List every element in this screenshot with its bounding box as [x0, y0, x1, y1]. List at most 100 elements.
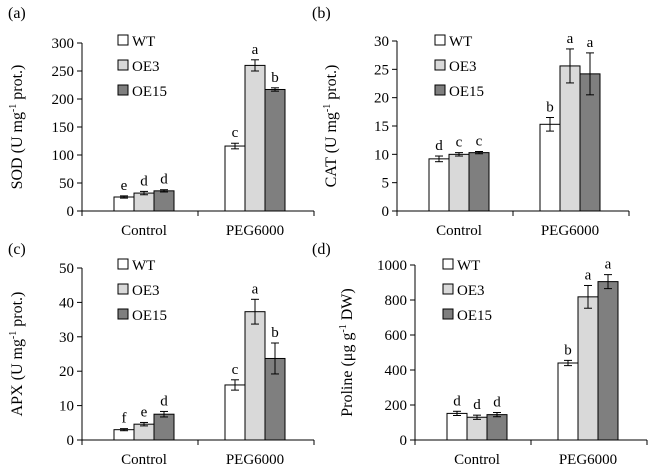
panel-label: (a): [8, 5, 26, 22]
panel-label: (c): [8, 241, 26, 258]
y-tick-label: 20: [374, 91, 389, 107]
legend-swatch-oe15: [117, 84, 129, 96]
legend-swatch-wt: [434, 34, 446, 46]
significance-letter: d: [493, 395, 501, 411]
significance-letter: c: [232, 125, 239, 141]
bar-wt: [113, 429, 135, 441]
bar-oe3: [577, 296, 599, 441]
y-tick-label: 25: [374, 62, 389, 78]
y-tick-label: 200: [385, 398, 408, 414]
legend-swatch-wt: [117, 258, 129, 270]
y-tick-label: 1000: [377, 258, 407, 274]
bar-wt: [224, 145, 246, 212]
y-tick-label: 800: [385, 293, 408, 309]
y-tick-label: 50: [59, 261, 74, 277]
bar-wt: [224, 384, 246, 441]
y-tick-label: 50: [59, 176, 74, 192]
significance-letter: c: [456, 135, 463, 151]
y-tick-label: 15: [374, 119, 389, 135]
bar-wt: [539, 123, 561, 212]
y-tick-label: 40: [59, 295, 74, 311]
legend-label: OE3: [449, 59, 477, 75]
x-category-label: PEG6000: [541, 223, 599, 239]
significance-letter: d: [140, 173, 148, 189]
bar-oe15: [153, 190, 175, 212]
significance-letter: a: [585, 267, 592, 283]
significance-letter: b: [271, 70, 279, 86]
y-tick-label: 400: [385, 363, 408, 379]
significance-letter: a: [567, 31, 574, 47]
legend-label: WT: [457, 258, 480, 274]
significance-letter: d: [453, 393, 461, 409]
y-tick-label: 0: [382, 204, 390, 220]
legend-swatch-oe15: [434, 84, 446, 96]
legend-label: WT: [132, 258, 155, 274]
bar-wt: [113, 196, 135, 212]
bar-oe3: [244, 311, 266, 441]
x-category-label: Control: [121, 452, 167, 468]
y-tick-label: 0: [67, 433, 75, 449]
legend-label: OE15: [449, 84, 484, 100]
bar-wt: [428, 158, 450, 212]
y-axis-label: SOD (U mg-1 prot.): [8, 65, 26, 190]
chart-panel-1: (a) 0 50 100 150 200 250 300 Control PEG6000 SOD (…: [8, 5, 315, 239]
legend-swatch-oe3: [442, 283, 454, 295]
x-category-label: Control: [436, 223, 482, 239]
x-category-label: PEG6000: [559, 452, 617, 468]
x-category-label: Control: [454, 452, 500, 468]
significance-letter: d: [160, 393, 168, 409]
significance-letter: c: [232, 362, 239, 378]
x-category-label: Control: [121, 223, 167, 239]
y-tick-label: 250: [52, 64, 75, 80]
bar-wt: [446, 412, 468, 441]
significance-letter: e: [121, 178, 128, 194]
panel-label: (b): [312, 5, 331, 22]
significance-letter: a: [252, 281, 259, 297]
bar-oe15: [468, 152, 490, 212]
bar-wt: [557, 362, 579, 441]
y-tick-label: 0: [400, 433, 408, 449]
legend-label: OE15: [132, 84, 167, 100]
bar-oe3: [448, 153, 470, 212]
y-tick-label: 100: [52, 148, 75, 164]
legend-swatch-oe15: [117, 308, 129, 320]
y-tick-label: 150: [52, 120, 75, 136]
legend-label: WT: [449, 34, 472, 50]
y-tick-label: 200: [52, 92, 75, 108]
significance-letter: b: [546, 100, 554, 116]
chart-panel-2: (b) 0 5 10 15 20 25 30 Control PEG6000 CAT (U mg-1…: [312, 5, 630, 239]
significance-letter: b: [271, 325, 279, 341]
significance-letter: f: [122, 411, 127, 427]
legend-swatch-wt: [442, 258, 454, 270]
chart-panel-3: (c) 0 10 20 30 40 50 Control PEG6000 APX (U mg-1 …: [8, 241, 315, 468]
bar-oe3: [466, 416, 488, 441]
legend-swatch-wt: [117, 34, 129, 46]
legend-swatch-oe15: [442, 308, 454, 320]
legend-swatch-oe3: [117, 59, 129, 71]
bar-oe15: [597, 281, 619, 441]
chart-panel-4: (d) 0 200 400 600 800 1000 Control PEG6000 Prolin…: [312, 241, 648, 468]
legend-label: OE15: [457, 308, 492, 324]
legend-label: OE15: [132, 308, 167, 324]
bar-oe3: [133, 423, 155, 441]
y-axis-label: CAT (U mg-1 prot.): [322, 65, 340, 188]
y-tick-label: 10: [59, 399, 74, 415]
panel-label: (d): [312, 241, 331, 258]
y-tick-label: 20: [59, 364, 74, 380]
significance-letter: d: [160, 172, 168, 188]
y-tick-label: 300: [52, 36, 75, 52]
x-category-label: PEG6000: [226, 223, 284, 239]
x-category-label: PEG6000: [226, 452, 284, 468]
significance-letter: a: [587, 35, 594, 51]
y-tick-label: 0: [67, 204, 75, 220]
y-tick-label: 10: [374, 147, 389, 163]
y-tick-label: 30: [59, 330, 74, 346]
bar-oe3: [133, 192, 155, 212]
bar-oe15: [153, 413, 175, 441]
bar-oe15: [264, 88, 286, 212]
legend-label: OE3: [132, 283, 160, 299]
significance-letter: d: [473, 397, 481, 413]
bar-oe3: [559, 65, 581, 212]
bar-oe3: [244, 64, 266, 212]
